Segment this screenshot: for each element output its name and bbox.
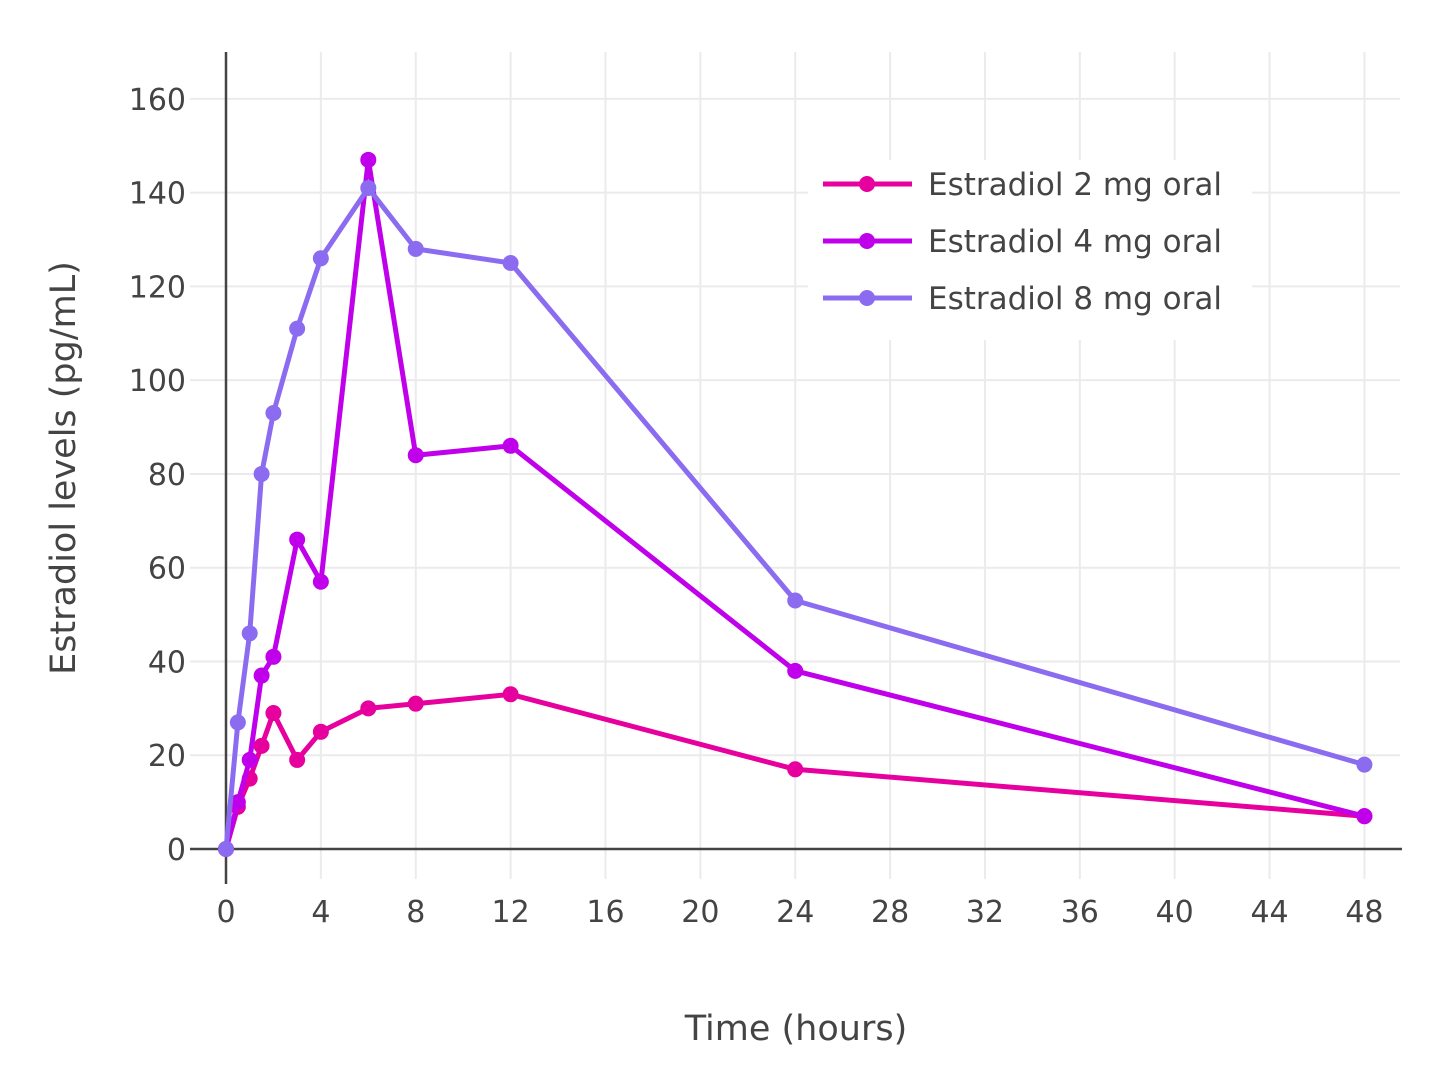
- data-point: [407, 240, 424, 257]
- data-point: [407, 695, 424, 712]
- x-tick-label: 20: [681, 895, 719, 930]
- y-tick-label: 20: [148, 739, 186, 774]
- legend-item: Estradiol 4 mg oral: [823, 224, 1222, 260]
- x-tick-label: 28: [871, 895, 909, 930]
- y-tick-label: 140: [129, 177, 186, 212]
- data-point: [502, 437, 519, 454]
- data-point: [265, 648, 282, 665]
- grid-lines: [190, 52, 1400, 879]
- data-point: [265, 705, 282, 722]
- x-tick-label: 44: [1250, 895, 1288, 930]
- y-tick-label: 60: [148, 552, 186, 587]
- series-line: [223, 185, 1366, 850]
- data-point: [360, 179, 377, 196]
- data-series: [218, 151, 1373, 857]
- x-tick-label: 48: [1345, 895, 1383, 930]
- legend-label: Estradiol 2 mg oral: [928, 167, 1222, 203]
- data-point: [218, 841, 234, 857]
- data-point: [229, 714, 246, 731]
- data-point: [289, 320, 306, 337]
- legend-box: [808, 160, 1252, 340]
- data-point: [241, 625, 258, 642]
- legend-marker: [859, 290, 875, 306]
- x-tick-label: 32: [966, 895, 1004, 930]
- y-tick-label: 160: [129, 83, 186, 118]
- y-axis-title: Estradiol levels (pg/mL): [44, 261, 84, 675]
- x-tick-label: 16: [586, 895, 624, 930]
- legend-marker: [859, 176, 875, 192]
- data-point: [1356, 808, 1373, 825]
- data-point: [312, 723, 329, 740]
- x-tick-label: 12: [492, 895, 530, 930]
- data-point: [787, 761, 804, 778]
- data-point: [312, 250, 329, 267]
- data-point: [253, 737, 270, 754]
- x-axis-title: Time (hours): [684, 1009, 908, 1049]
- data-point: [787, 592, 804, 609]
- legend-item: Estradiol 2 mg oral: [823, 167, 1222, 203]
- data-point: [241, 751, 258, 768]
- y-tick-label: 80: [148, 458, 186, 493]
- x-tick-label: 40: [1156, 895, 1194, 930]
- data-point: [289, 531, 306, 548]
- data-point: [229, 794, 246, 811]
- y-tick-label: 40: [148, 645, 186, 680]
- y-tick-label: 0: [167, 833, 186, 868]
- data-point: [502, 254, 519, 271]
- data-point: [253, 465, 270, 482]
- data-point: [360, 151, 377, 168]
- axes: [190, 52, 1402, 884]
- legend-marker: [859, 233, 875, 249]
- x-tick-label: 36: [1061, 895, 1099, 930]
- x-tick-label: 24: [776, 895, 814, 930]
- data-point: [265, 404, 282, 421]
- x-tick-label: 0: [216, 895, 235, 930]
- data-point: [253, 667, 270, 684]
- data-point: [360, 700, 377, 717]
- legend-item: Estradiol 8 mg oral: [823, 281, 1222, 317]
- x-tick-label: 4: [311, 895, 330, 930]
- x-tick-label: 8: [406, 895, 425, 930]
- data-point: [312, 573, 329, 590]
- data-point: [1356, 756, 1373, 773]
- legend: Estradiol 2 mg oral Estradiol 4 mg oral Es…: [808, 160, 1252, 340]
- series-3: [218, 179, 1373, 857]
- legend-label: Estradiol 4 mg oral: [928, 224, 1222, 260]
- data-point: [502, 686, 519, 703]
- y-tick-label: 100: [129, 364, 186, 399]
- legend-label: Estradiol 8 mg oral: [928, 281, 1222, 317]
- data-point: [787, 662, 804, 679]
- y-tick-label: 120: [129, 270, 186, 305]
- data-point: [289, 751, 306, 768]
- data-point: [407, 447, 424, 464]
